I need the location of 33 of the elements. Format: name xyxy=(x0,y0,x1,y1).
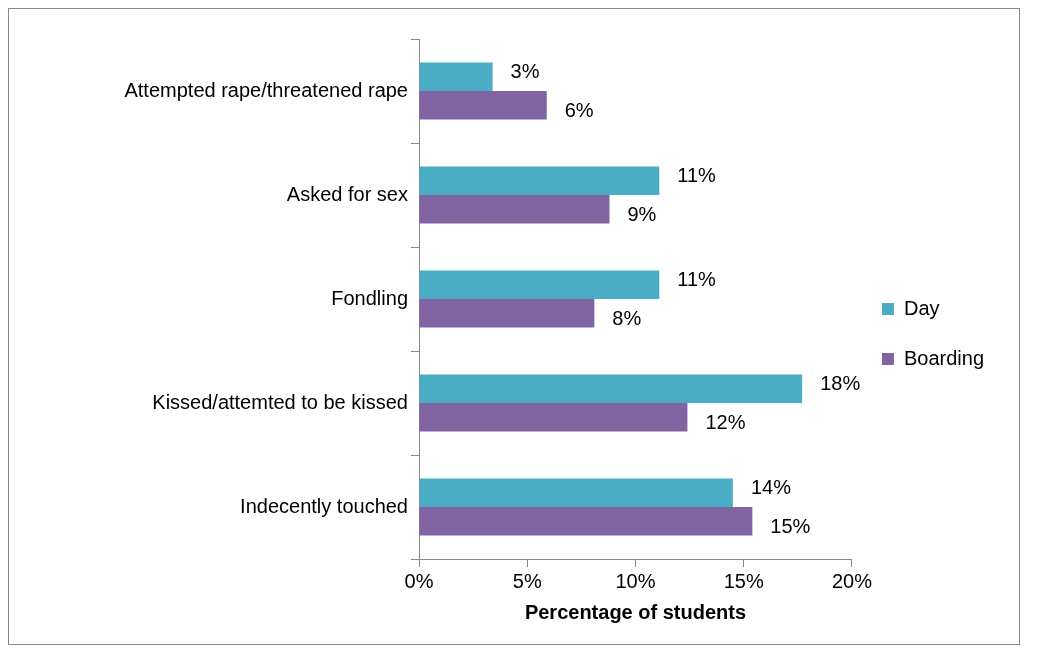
y-tick-label: Indecently touched xyxy=(240,494,408,517)
data-label: 12% xyxy=(705,410,746,433)
bar xyxy=(419,299,595,328)
data-label: 18% xyxy=(820,372,861,395)
x-tick-label: 15% xyxy=(723,569,764,592)
bar xyxy=(419,270,660,299)
bar xyxy=(419,166,660,195)
x-tick-label: 0% xyxy=(404,569,434,592)
bar xyxy=(419,403,688,432)
data-label: 11% xyxy=(677,164,717,187)
x-tick-label: 5% xyxy=(512,569,542,592)
bar xyxy=(419,507,753,536)
y-tick-label: Kissed/attemted to be kissed xyxy=(152,390,408,413)
data-label: 9% xyxy=(627,202,657,225)
bar xyxy=(419,374,803,403)
bar xyxy=(419,62,493,91)
data-label: 14% xyxy=(750,476,792,499)
y-tick-label: Attempted rape/threatened rape xyxy=(124,78,408,101)
data-label: 3% xyxy=(510,60,540,83)
data-label: 8% xyxy=(612,306,642,329)
y-tick-label: Asked for sex xyxy=(286,182,408,205)
bar xyxy=(419,91,547,120)
y-tick-label: Fondling xyxy=(331,286,408,309)
legend-label: Boarding xyxy=(903,346,984,369)
data-label: 6% xyxy=(564,98,594,121)
x-axis-title: Percentage of students xyxy=(524,600,747,623)
x-tick-label: 20% xyxy=(831,569,873,592)
legend-label: Day xyxy=(903,296,940,319)
x-tick-label: 10% xyxy=(615,569,656,592)
data-label: 11% xyxy=(677,268,717,291)
data-label: 15% xyxy=(770,514,811,537)
bar xyxy=(419,478,733,507)
bar xyxy=(419,195,610,224)
